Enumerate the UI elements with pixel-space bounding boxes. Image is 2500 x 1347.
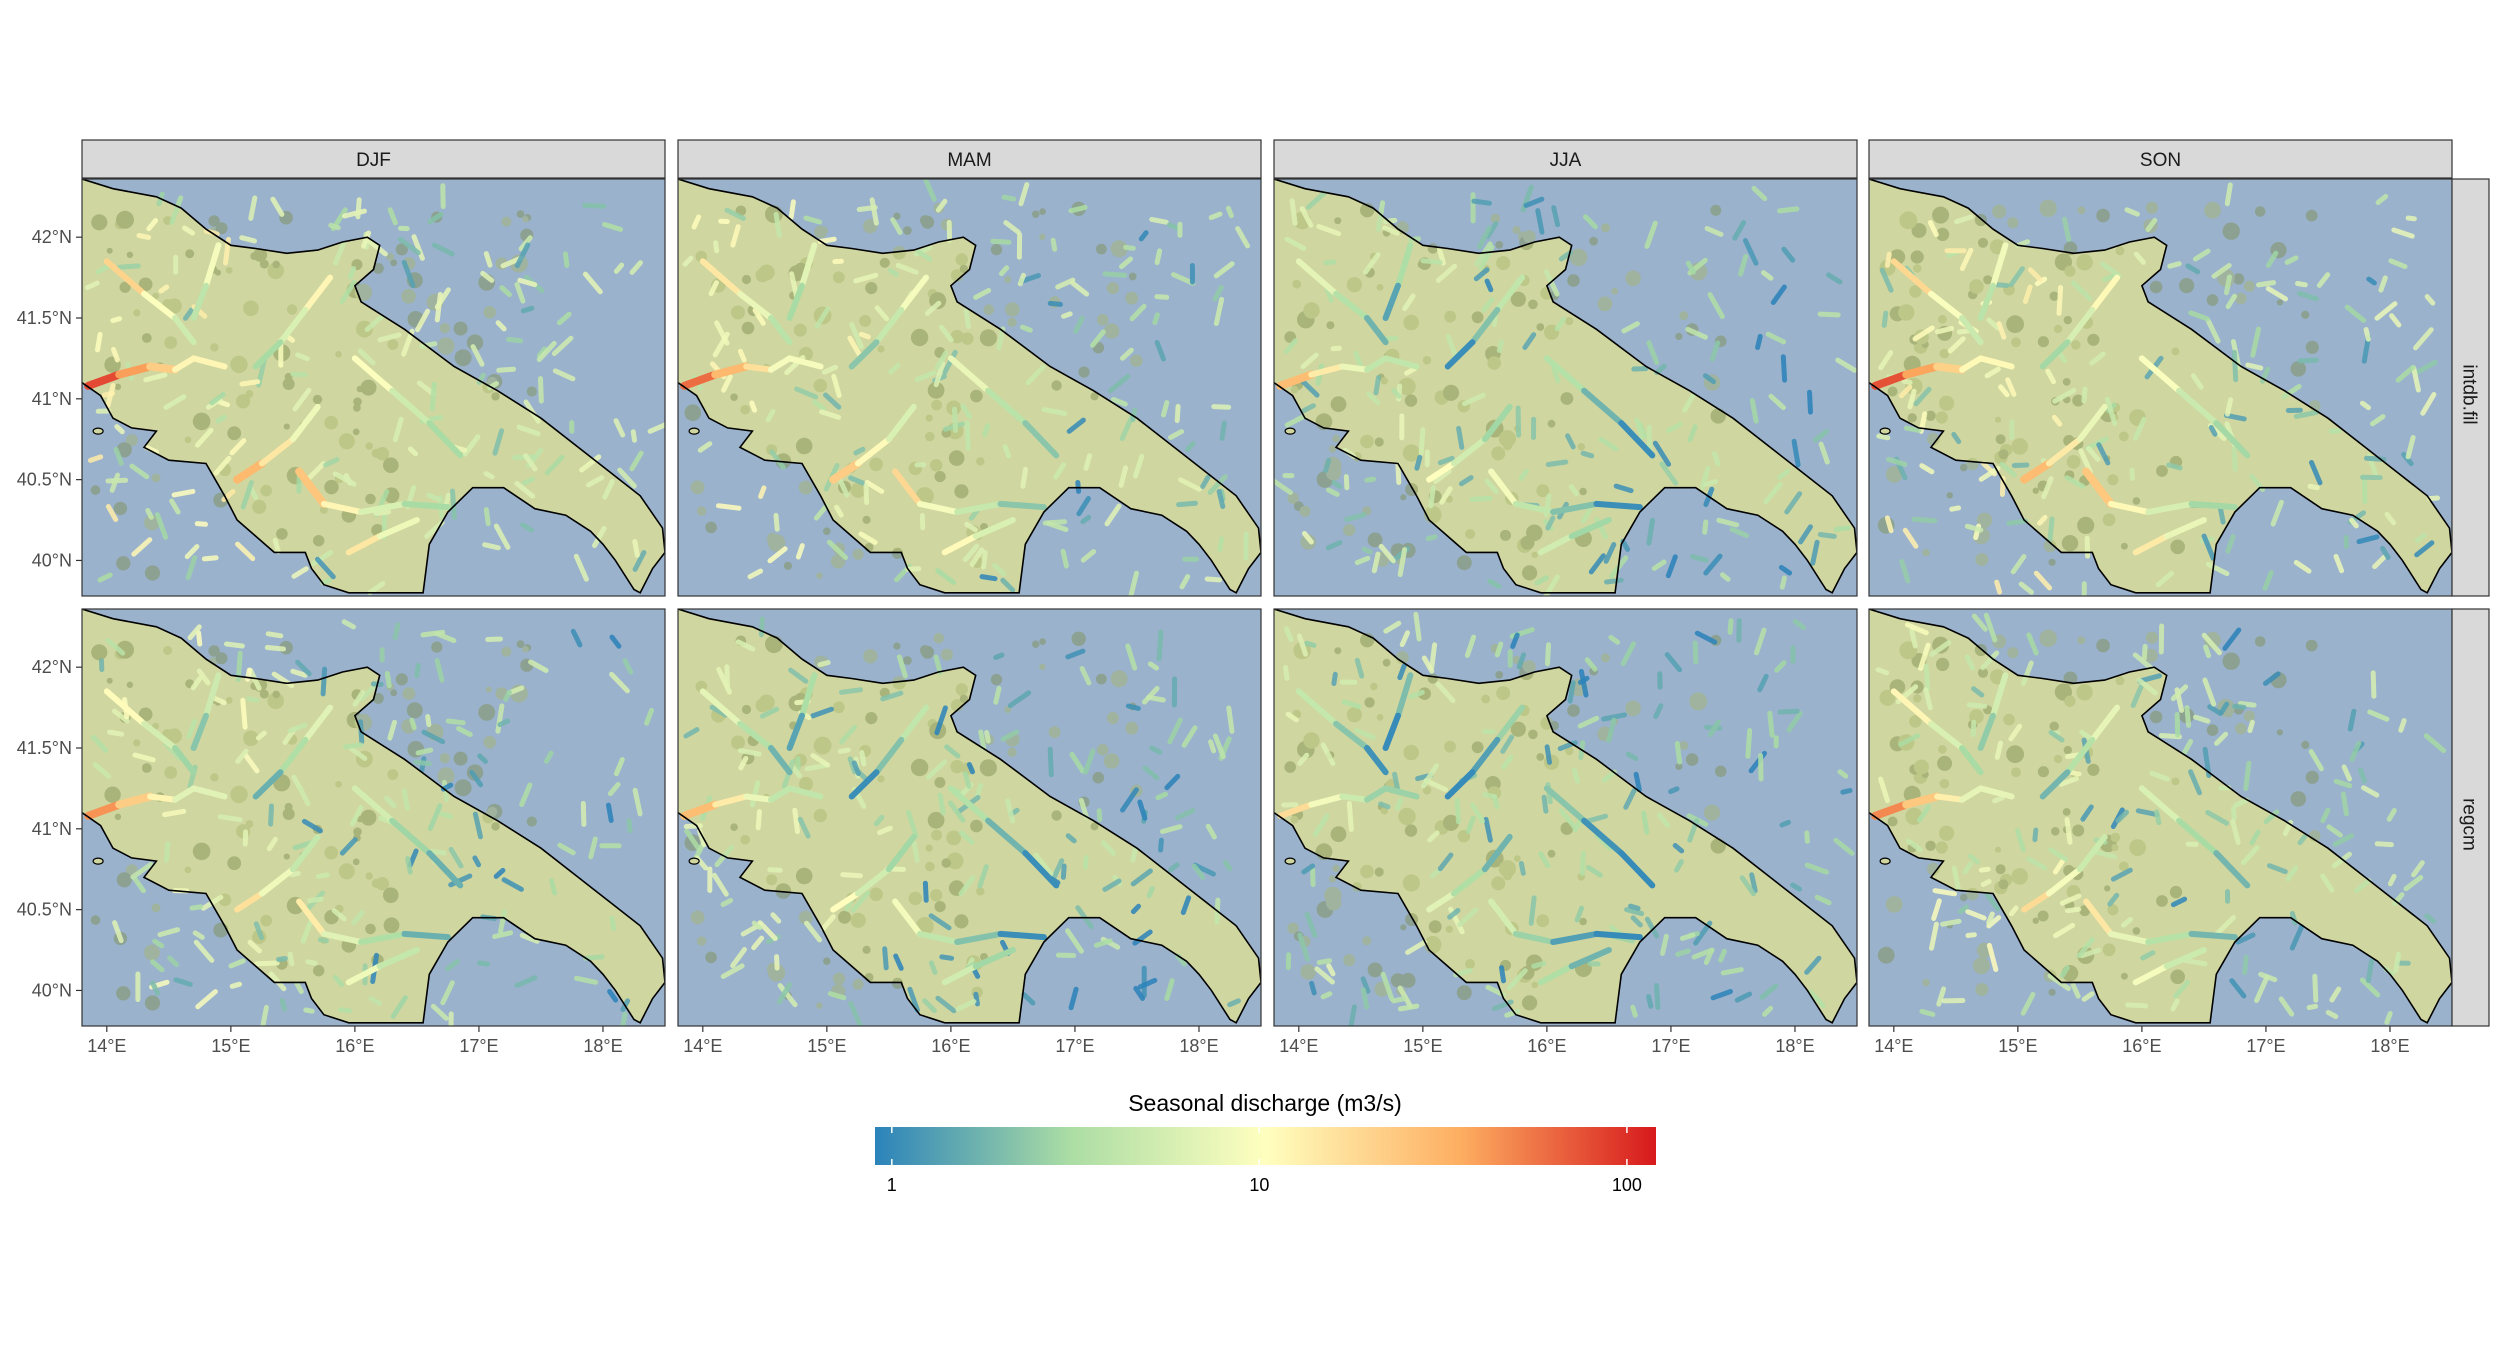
- land-area: [1869, 609, 2452, 1023]
- river-network: [84, 183, 665, 595]
- x-tick-label: 17°E: [2246, 1036, 2285, 1056]
- strip-label: JJA: [1550, 150, 1582, 171]
- x-tick-label: 15°E: [1998, 1036, 2037, 1056]
- panel-border: [677, 608, 1262, 1027]
- strip-row-0: intdb.fil: [2451, 178, 2490, 597]
- x-tick-label: 15°E: [807, 1036, 846, 1056]
- river-network: [680, 179, 1250, 596]
- panel-border: [81, 608, 666, 1027]
- terrain-texture: [684, 631, 1143, 1009]
- legend-tick-label: 1: [887, 1175, 897, 1195]
- strip-mam: MAM: [677, 139, 1262, 179]
- x-tick-label: 17°E: [1651, 1036, 1690, 1056]
- strip-label: intdb.fil: [2459, 364, 2480, 424]
- coastline: [1869, 609, 2452, 1024]
- y-tick-label: 41.5°N: [17, 308, 72, 328]
- river-network: [1871, 182, 2440, 596]
- map-panel-mam-intdb: [677, 178, 1262, 597]
- strip-label: regcm: [2459, 798, 2480, 851]
- land-area: [678, 179, 1261, 593]
- river-network: [84, 619, 654, 1026]
- map-panel-djf-regcm: [81, 608, 666, 1027]
- y-tick-label: 40°N: [32, 980, 72, 1000]
- x-tick-label: 17°E: [459, 1036, 498, 1056]
- island: [1879, 427, 1891, 435]
- x-tick-label: 18°E: [1775, 1036, 1814, 1056]
- x-tick-label: 16°E: [2122, 1036, 2161, 1056]
- coastline: [1869, 179, 2452, 594]
- x-tick-label: 16°E: [335, 1036, 374, 1056]
- coastline: [678, 179, 1261, 594]
- coastline: [1274, 179, 1857, 594]
- island: [92, 857, 104, 865]
- x-tick-label: 14°E: [683, 1036, 722, 1056]
- river-network: [1871, 612, 2447, 1025]
- strip-son: SON: [1868, 139, 2453, 179]
- panel-border: [677, 178, 1262, 597]
- island: [1284, 857, 1296, 865]
- y-tick-label: 41°N: [32, 819, 72, 839]
- panel-border: [1273, 178, 1858, 597]
- legend-ticks: 1 10 100: [887, 1127, 1642, 1195]
- legend-colorbar: [875, 1127, 1656, 1165]
- y-tick-label: 40.5°N: [17, 470, 72, 490]
- legend-tick-label: 100: [1612, 1175, 1642, 1195]
- river-network: [1277, 611, 1855, 1026]
- island: [688, 857, 700, 865]
- coastline: [1274, 609, 1857, 1024]
- x-tick-label: 16°E: [931, 1036, 970, 1056]
- y-tick-label: 42°N: [32, 227, 72, 247]
- x-tick-label: 15°E: [1403, 1036, 1442, 1056]
- strip-label: DJF: [356, 150, 391, 171]
- panel-border: [1273, 608, 1858, 1027]
- river-network: [680, 616, 1241, 1026]
- strip-label: SON: [2140, 150, 2181, 171]
- legend-title: Seasonal discharge (m3/s): [1128, 1090, 1402, 1116]
- strip-jja: JJA: [1273, 139, 1858, 179]
- terrain-texture: [90, 640, 537, 1011]
- map-panel-jja-regcm: [1273, 608, 1858, 1027]
- y-tick-label: 40°N: [32, 550, 72, 570]
- x-tick-label: 14°E: [1279, 1036, 1318, 1056]
- x-tick-label: 18°E: [1179, 1036, 1218, 1056]
- x-tick-label: 18°E: [2370, 1036, 2409, 1056]
- strip-djf: DJF: [81, 139, 666, 179]
- strip-row-1: regcm: [2451, 608, 2490, 1027]
- y-tick-label: 40.5°N: [17, 900, 72, 920]
- map-panel-mam-regcm: [677, 608, 1262, 1027]
- river-network: [1274, 184, 1857, 596]
- map-panel-djf-intdb: [81, 178, 666, 597]
- coastline: [82, 609, 665, 1024]
- x-tick-label: 16°E: [1527, 1036, 1566, 1056]
- legend-tick-label: 10: [1249, 1175, 1269, 1195]
- x-tick-label: 14°E: [1874, 1036, 1913, 1056]
- y-tick-label: 41.5°N: [17, 738, 72, 758]
- map-panel-son-regcm: [1868, 608, 2453, 1027]
- y-tick-label: 41°N: [32, 389, 72, 409]
- island: [92, 427, 104, 435]
- y-tick-label: 42°N: [32, 657, 72, 677]
- x-tick-label: 17°E: [1055, 1036, 1094, 1056]
- x-tick-label: 15°E: [211, 1036, 250, 1056]
- island: [1879, 857, 1891, 865]
- coastline: [678, 609, 1261, 1024]
- x-tick-label: 14°E: [87, 1036, 126, 1056]
- island: [688, 427, 700, 435]
- coastline: [82, 179, 665, 594]
- map-panel-son-intdb: [1868, 178, 2453, 597]
- panel-border: [81, 178, 666, 597]
- land-area: [82, 609, 665, 1023]
- map-panels: DJF MAM JJA SON intdb.fil regcm 40°N 40.5°N 41°N…: [17, 139, 2490, 1056]
- strip-label: MAM: [947, 150, 991, 171]
- land-area: [82, 179, 665, 593]
- map-panel-jja-intdb: [1273, 178, 1858, 597]
- color-legend: Seasonal discharge (m3/s) 1 10 100: [875, 1090, 1656, 1195]
- terrain-texture: [1284, 633, 1727, 1011]
- island: [1284, 427, 1296, 435]
- x-tick-label: 18°E: [583, 1036, 622, 1056]
